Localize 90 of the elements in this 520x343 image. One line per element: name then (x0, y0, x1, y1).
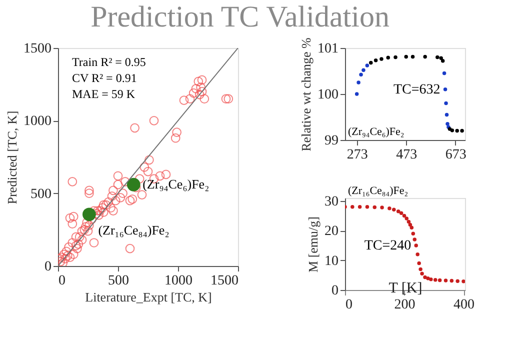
y-tick-label: 30 (324, 194, 338, 210)
x-tick-label: 1500 (210, 274, 238, 288)
point (365, 64, 370, 68)
point (456, 279, 460, 283)
y-axis-title: Relative wt change % (298, 37, 314, 152)
annotation: TC=632 (393, 82, 440, 98)
point (380, 57, 384, 61)
y-tick-label: 99 (324, 134, 338, 148)
point (450, 278, 454, 283)
point (417, 261, 421, 266)
y-tick-label: 101 (318, 42, 338, 56)
point (388, 206, 392, 210)
y-tick-label: 20 (324, 224, 338, 240)
point (460, 128, 464, 133)
point (434, 278, 438, 282)
annotation: CV R² = 0.91 (72, 71, 137, 85)
point (392, 208, 396, 212)
point (444, 278, 448, 282)
point (429, 277, 433, 282)
point (439, 56, 443, 60)
point (386, 56, 390, 60)
point (442, 71, 446, 76)
y-tick-label: 500 (30, 186, 52, 202)
point (362, 68, 366, 72)
point (444, 112, 449, 117)
x-tick-label: 0 (346, 298, 352, 312)
point (354, 92, 359, 96)
y-tick-label: 100 (318, 88, 338, 102)
x-tick-label: 1000 (164, 274, 192, 288)
x-tick-label: 473 (396, 148, 418, 162)
point (356, 80, 360, 84)
point (369, 60, 373, 65)
point (446, 122, 450, 126)
text: (Zr₁₆Ce₈₄)Fe₂ (348, 185, 408, 197)
point (444, 101, 448, 106)
point (412, 238, 416, 242)
point (438, 278, 442, 282)
x-tick-label: 273 (346, 148, 368, 162)
x-tick-label: 673 (445, 148, 466, 162)
point (408, 222, 412, 227)
point (455, 128, 459, 133)
point (358, 205, 362, 209)
annotation: MAE = 59 K (72, 87, 136, 101)
point (374, 58, 378, 62)
point (350, 205, 354, 209)
point (394, 55, 398, 60)
x-tick-label: 200 (394, 298, 416, 312)
point (404, 216, 408, 220)
chart-title: Prediction TC Validation (90, 0, 390, 34)
y-tick-label: 1000 (24, 114, 52, 130)
y-tick-label: 0 (332, 284, 338, 298)
point (440, 59, 445, 63)
y-tick-label: 0 (44, 260, 52, 274)
annotation: Train R² = 0.95 (72, 55, 146, 69)
x-tick-label: 0 (58, 274, 66, 288)
point (420, 272, 424, 276)
point (372, 205, 376, 210)
point (410, 226, 414, 230)
y-tick-label: 10 (324, 254, 338, 269)
x-tick-label: 400 (454, 298, 475, 312)
y-axis-title: Predicted [TC, K] (4, 110, 20, 204)
point (402, 214, 406, 218)
point (450, 128, 454, 132)
point (365, 205, 370, 209)
point (418, 267, 422, 272)
x-tick-label: 500 (108, 274, 129, 288)
point (416, 252, 420, 256)
point (410, 54, 415, 59)
point (443, 88, 448, 92)
point (359, 72, 363, 77)
point (399, 211, 404, 216)
annotation: (Zr₉₄Ce₆)Fe₂ (348, 126, 404, 138)
y-axis-title: M [emu/g] (306, 216, 320, 272)
point (436, 55, 440, 60)
y-tick-label: 1500 (24, 42, 52, 56)
annotation: (Zr₉₄Ce₆)Fe₂ (142, 176, 210, 192)
point (404, 54, 408, 59)
point (380, 206, 384, 210)
point (406, 220, 411, 224)
x-axis-title: Literature_Expt [TC, K] (85, 290, 212, 304)
annotation: (Zr₁₆Ce₈₄)Fe₂ (98, 222, 170, 238)
point (414, 244, 418, 248)
point (426, 276, 430, 280)
point (423, 275, 427, 280)
point (411, 232, 416, 236)
annotation: TC=240 (364, 238, 412, 254)
point (396, 209, 400, 214)
point (423, 54, 427, 59)
x-axis-title: T [K] (388, 280, 422, 296)
point (462, 280, 465, 284)
